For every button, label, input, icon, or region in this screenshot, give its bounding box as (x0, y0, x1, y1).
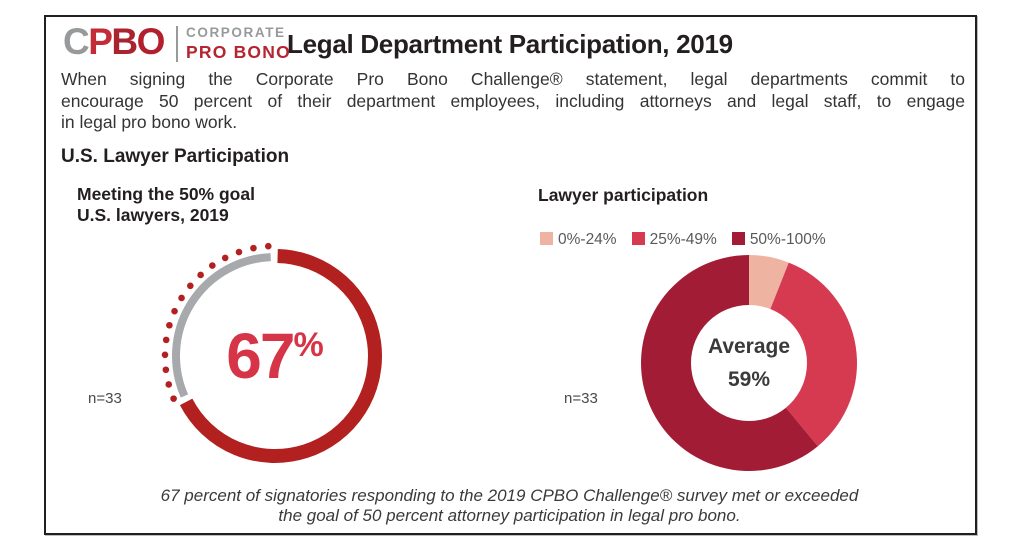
intro-line-2: encourage 50 percent of their department… (61, 90, 965, 111)
intro-line-1: When signing the Corporate Pro Bono Chal… (61, 69, 965, 89)
left-chart-title-line-2: U.S. lawyers, 2019 (77, 205, 229, 225)
average-value: 59% (727, 367, 771, 391)
logo-divider (176, 26, 178, 62)
logo-wordmark: CORPORATE PRO BONO (186, 26, 291, 61)
cpbo-logo-letter-b: B (111, 21, 138, 62)
cpbo-logo-letter-o: O (136, 21, 166, 62)
left-chart-title-line-1: Meeting the 50% goal (77, 184, 255, 204)
legend-item-25-49: 25%-49% (631, 231, 717, 249)
participation-donut-center-label: Average 59% (629, 243, 869, 483)
section-heading: U.S. Lawyer Participation (61, 146, 290, 167)
right-chart-title: Lawyer participation (538, 185, 709, 205)
intro-line-3: in legal pro bono work. (61, 112, 238, 133)
footer-caption: 67 percent of signatories responding to … (46, 486, 973, 526)
cpbo-logo: CPBO (63, 21, 166, 62)
legend-swatch-25-49-icon (631, 232, 645, 245)
legend-label-25-49: 25%-49% (649, 231, 717, 248)
left-chart-title: Meeting the 50% goal U.S. lawyers, 2019 (77, 184, 255, 226)
legend-item-50-100: 50%-100% (731, 231, 826, 249)
legend-swatch-50-100-icon (731, 232, 745, 245)
goal-percentage-value: 67 (226, 319, 295, 392)
goal-percentage-sign: % (293, 325, 324, 364)
goal-donut-chart (155, 236, 395, 476)
participation-donut-chart (629, 243, 869, 483)
average-label: Average (707, 334, 791, 358)
footer-caption-line-2: the goal of 50 percent attorney particip… (278, 506, 741, 525)
left-sample-size-label: n=33 (88, 390, 122, 407)
legend-label-0-24: 0%-24% (558, 231, 617, 248)
goal-donut-center-label: 67 % (155, 236, 395, 476)
cpbo-logo-letter-p: P (88, 21, 113, 62)
logo-probono-text: PRO BONO (186, 41, 291, 62)
page-title: Legal Department Participation, 2019 (287, 29, 733, 59)
participation-donut-svg (641, 255, 858, 471)
cpbo-logo-letter-c: C (63, 21, 90, 62)
goal-donut-svg (161, 242, 382, 463)
intro-paragraph: When signing the Corporate Pro Bono Chal… (61, 69, 965, 134)
footer-caption-line-1: 67 percent of signatories responding to … (160, 486, 859, 505)
legend-item-0-24: 0%-24% (540, 231, 617, 249)
logo-corporate-text: CORPORATE (186, 25, 286, 40)
participation-legend: 0%-24% 25%-49% 50%-100% (540, 231, 826, 249)
legend-label-50-100: 50%-100% (749, 231, 826, 248)
right-sample-size-label: n=33 (564, 390, 598, 407)
legend-swatch-0-24-icon (540, 232, 553, 245)
